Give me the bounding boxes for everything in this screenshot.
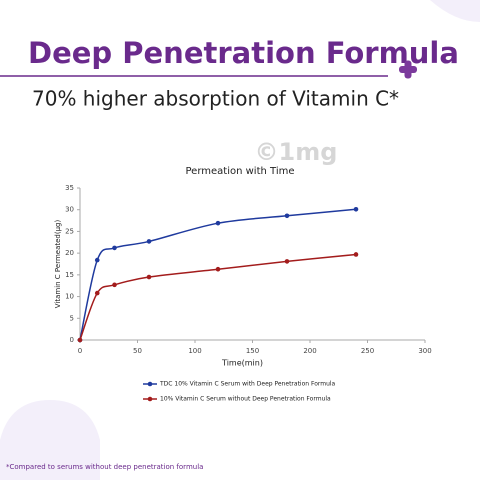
y-tick-label: 0 — [70, 336, 74, 344]
footnote: *Compared to serums without deep penetra… — [6, 463, 203, 471]
y-tick-label: 5 — [70, 314, 74, 322]
data-point — [353, 206, 359, 212]
y-tick-label: 10 — [65, 293, 74, 301]
x-tick-label: 100 — [188, 347, 201, 355]
plus-icon — [399, 60, 417, 79]
legend-marker — [147, 381, 153, 387]
y-tick-label: 25 — [65, 227, 74, 235]
data-point — [94, 290, 100, 296]
data-point — [284, 259, 290, 264]
y-tick-label: 30 — [65, 206, 74, 214]
data-point — [94, 257, 100, 263]
x-tick-label: 300 — [418, 347, 431, 355]
x-axis-label: Time(min) — [221, 359, 263, 368]
y-tick-label: 15 — [65, 271, 74, 279]
x-tick-label: 0 — [78, 347, 82, 355]
chart-title: Permeation with Time — [186, 166, 295, 177]
series-line — [79, 208, 357, 341]
watermark: ©1mg — [255, 138, 338, 166]
data-point — [112, 282, 117, 288]
legend-marker — [147, 396, 153, 402]
data-point — [146, 274, 152, 280]
decor — [0, 400, 100, 480]
data-point — [112, 245, 117, 251]
data-point — [77, 337, 83, 343]
y-tick-label: 20 — [65, 249, 74, 257]
legend-label: TDC 10% Vitamin C Serum with Deep Penetr… — [159, 381, 336, 388]
data-point — [215, 220, 221, 226]
y-tick-label: 35 — [65, 184, 74, 192]
legend-label: 10% Vitamin C Serum without Deep Penetra… — [160, 396, 331, 403]
x-tick-label: 250 — [361, 347, 374, 355]
y-axis-label: Vitamin C Permeated(µg) — [54, 220, 62, 309]
data-point — [353, 252, 359, 257]
x-tick-label: 50 — [133, 347, 142, 355]
x-tick-label: 200 — [303, 347, 316, 355]
data-point — [284, 213, 290, 219]
decor — [430, 0, 480, 22]
header-subtitle: 70% higher absorption of Vitamin C* — [32, 87, 399, 111]
data-point — [215, 266, 221, 272]
header-title: Deep Penetration Formula — [28, 36, 459, 70]
data-point — [146, 239, 152, 244]
x-tick-label: 150 — [246, 347, 259, 355]
